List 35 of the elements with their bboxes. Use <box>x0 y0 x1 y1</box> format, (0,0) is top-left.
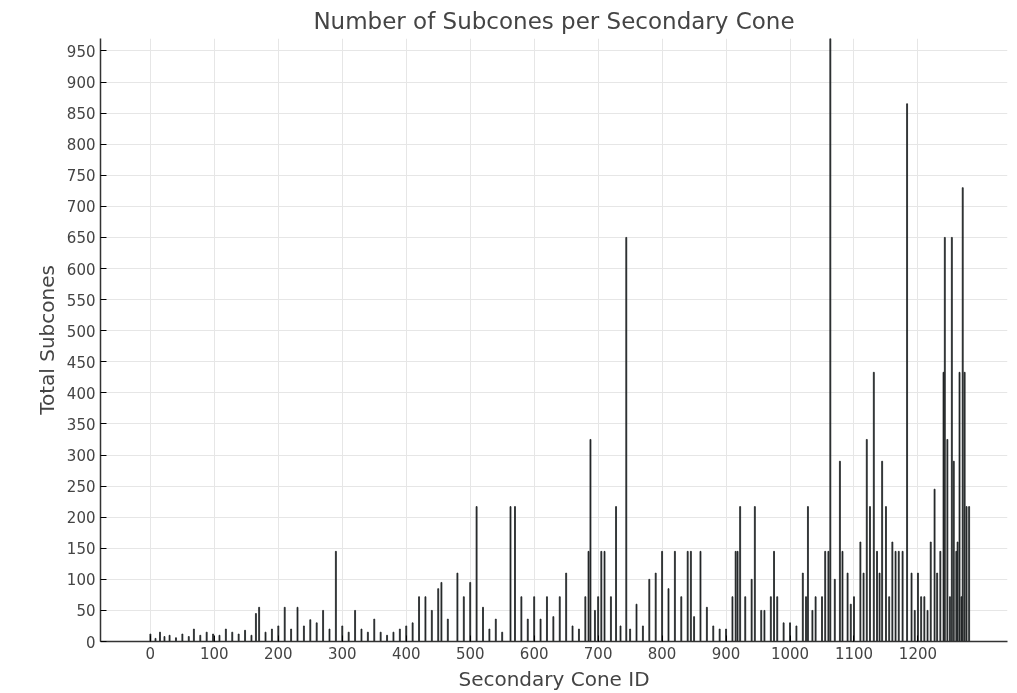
y-tick-label: 200 <box>66 509 96 528</box>
y-tick-label: 400 <box>66 384 96 403</box>
x-tick-label: 800 <box>647 644 677 663</box>
y-tick-label: 750 <box>66 167 96 186</box>
y-tick-label: 250 <box>66 478 96 497</box>
x-tick-label: 500 <box>455 644 485 663</box>
x-tick-label: 100 <box>200 644 229 663</box>
y-tick-label: 350 <box>66 415 96 434</box>
y-tick-label: 950 <box>66 42 96 61</box>
chart-title: Number of Subcones per Secondary Cone <box>313 7 795 34</box>
x-tick-label: 300 <box>327 644 357 663</box>
x-tick-label: 1000 <box>770 644 810 663</box>
y-tick-label: 300 <box>66 447 96 466</box>
y-tick-label: 150 <box>66 540 96 559</box>
y-tick-label: 550 <box>66 291 96 310</box>
x-tick-label: 600 <box>519 644 549 663</box>
y-tick-label: 900 <box>66 74 96 93</box>
x-tick-label: 700 <box>583 644 613 663</box>
x-tick-label: 900 <box>711 644 741 663</box>
y-tick-label: 500 <box>66 322 96 341</box>
y-tick-label: 650 <box>66 229 96 248</box>
y-tick-label: 50 <box>76 602 96 621</box>
x-tick-label: 400 <box>391 644 421 663</box>
y-tick-label: 700 <box>66 198 96 217</box>
x-tick-label: 1100 <box>834 644 874 663</box>
y-tick-label: 450 <box>66 353 96 372</box>
x-axis-title: Secondary Cone ID <box>458 666 650 691</box>
y-tick-label: 850 <box>66 105 96 124</box>
x-tick-label: 0 <box>145 644 156 663</box>
y-tick-label: 100 <box>66 571 96 590</box>
y-axis-title: Total Subcones <box>34 265 59 416</box>
x-tick-label: 200 <box>264 644 293 663</box>
y-tick-label: 600 <box>66 260 96 279</box>
x-tick-label: 1200 <box>898 644 938 663</box>
y-tick-label: 800 <box>66 136 96 155</box>
